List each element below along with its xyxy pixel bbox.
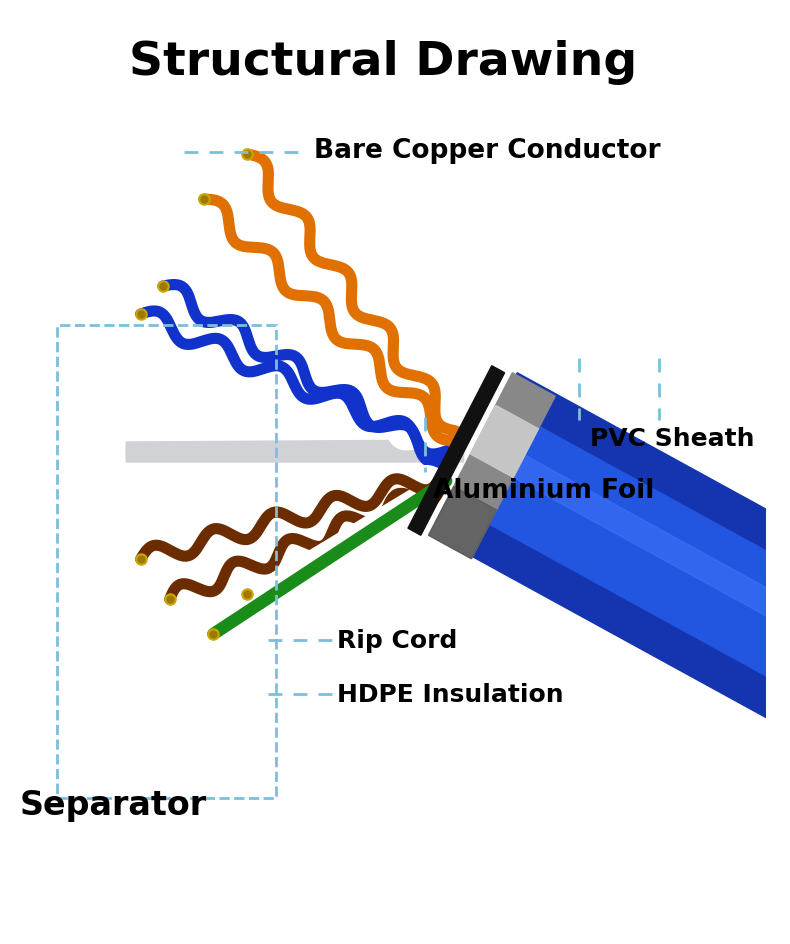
Text: Bare Copper Conductor: Bare Copper Conductor bbox=[314, 138, 660, 164]
Polygon shape bbox=[428, 487, 497, 559]
Polygon shape bbox=[474, 434, 790, 644]
Polygon shape bbox=[126, 441, 464, 463]
Polygon shape bbox=[408, 366, 505, 535]
Bar bbox=[58, 326, 276, 798]
Polygon shape bbox=[450, 406, 790, 691]
Polygon shape bbox=[428, 374, 555, 559]
Text: Structural Drawing: Structural Drawing bbox=[129, 40, 638, 85]
Text: PVC Sheath: PVC Sheath bbox=[590, 427, 754, 451]
Text: Rip Cord: Rip Cord bbox=[337, 628, 457, 652]
Polygon shape bbox=[471, 406, 539, 478]
Polygon shape bbox=[434, 374, 790, 723]
Text: HDPE Insulation: HDPE Insulation bbox=[337, 682, 564, 706]
Text: Aluminium Foil: Aluminium Foil bbox=[433, 478, 654, 504]
Text: Separator: Separator bbox=[19, 788, 206, 820]
